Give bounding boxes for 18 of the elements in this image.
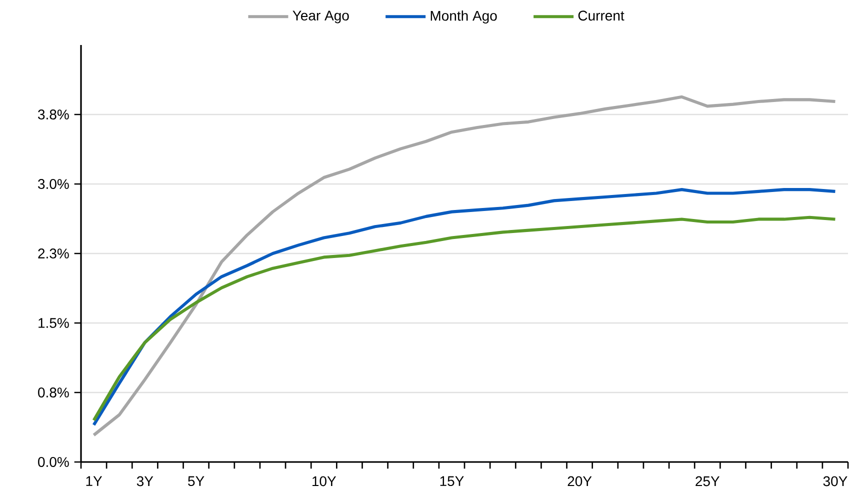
- y-tick-label: 2.3%: [38, 248, 69, 258]
- y-tick-label: 0.8%: [38, 388, 69, 398]
- legend-label: Month Ago: [430, 10, 497, 24]
- line-series: [92, 95, 837, 437]
- y-tick-label: 0.0%: [38, 457, 69, 467]
- y-tick-label: 3.0%: [38, 179, 69, 189]
- x-tick-label: 3Y: [136, 476, 154, 486]
- y-tick-label: 3.8%: [38, 110, 69, 120]
- legend-label: Current: [578, 10, 624, 21]
- y-tick-label: 1.5%: [38, 318, 69, 328]
- x-tick-label: 5Y: [188, 476, 204, 486]
- x-tick-label: 30Y: [823, 476, 848, 486]
- x-tick-label: 1Y: [86, 476, 102, 486]
- legend-label: Year Ago: [292, 10, 349, 24]
- x-tick-label: 15Y: [440, 476, 464, 486]
- x-tick-label: 25Y: [696, 476, 720, 486]
- x-tick-label: 10Y: [312, 476, 336, 486]
- x-tick-label: 20Y: [568, 476, 592, 486]
